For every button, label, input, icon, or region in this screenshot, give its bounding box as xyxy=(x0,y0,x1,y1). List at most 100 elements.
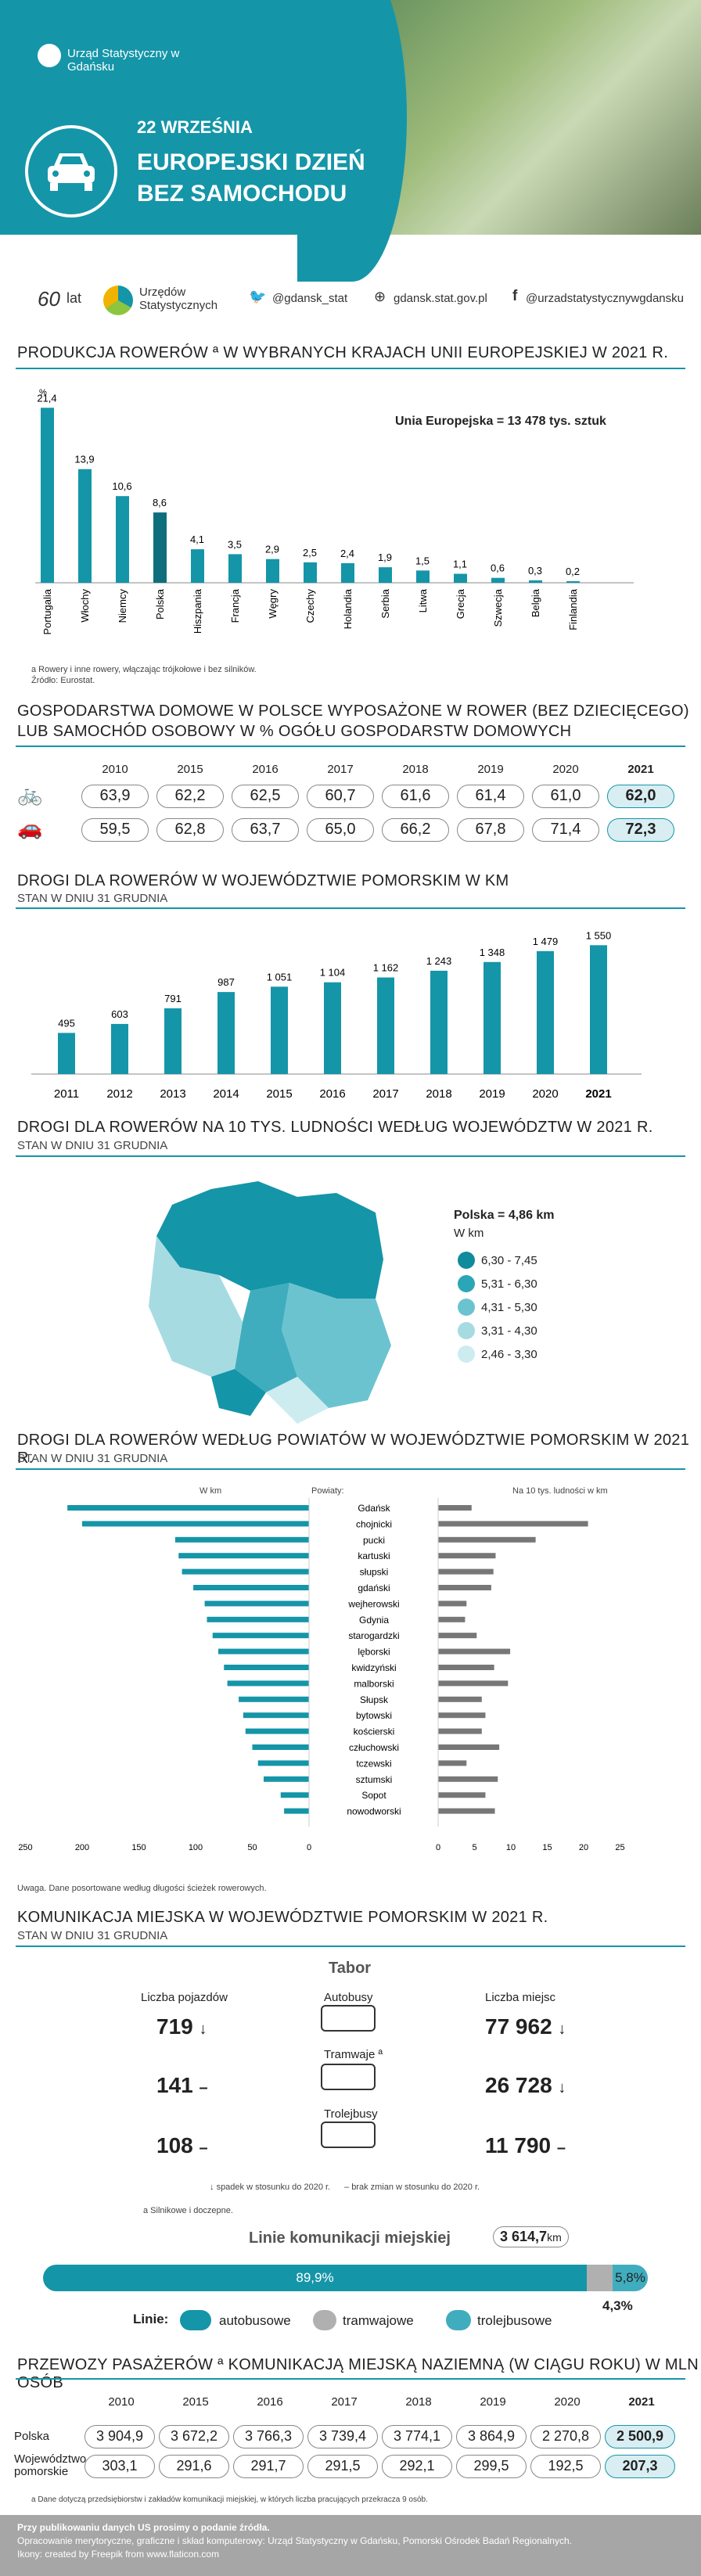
x-tick: 50 xyxy=(247,1843,257,1852)
x-tick: 0 xyxy=(436,1843,440,1852)
tick-label: 2015 xyxy=(266,1087,292,1101)
bar xyxy=(153,512,167,583)
twitter-handle[interactable]: @gdansk_stat xyxy=(272,292,348,305)
data-label: 2,9 xyxy=(265,544,279,555)
data-label: 1,1 xyxy=(453,559,467,570)
tick-label: 2012 xyxy=(106,1087,132,1101)
category-label: kościerski xyxy=(354,1726,395,1737)
data-label: 1 550 xyxy=(586,929,612,941)
category-label: nowodworski xyxy=(347,1806,401,1817)
bar xyxy=(78,469,92,583)
table-cell: 291,5 xyxy=(307,2455,378,2478)
bar-km xyxy=(284,1808,309,1814)
s1-rule xyxy=(16,368,685,369)
table-cell: 3 774,1 xyxy=(382,2425,452,2448)
table-cell: 61,0 xyxy=(532,785,599,808)
facebook-handle[interactable]: @urzadstatystycznywgdansku xyxy=(526,292,684,305)
table-cell: 59,5 xyxy=(81,818,149,842)
legend-swatch xyxy=(458,1345,475,1363)
x-tick: 15 xyxy=(542,1843,552,1852)
table-cell: 3 904,9 xyxy=(84,2425,155,2448)
tick-label: Belgia xyxy=(530,588,541,617)
bar-km xyxy=(174,1536,309,1543)
bar xyxy=(484,961,501,1074)
legend-tram-swatch xyxy=(313,2310,336,2330)
tick-label: Węgry xyxy=(267,589,279,619)
table-cell: 3 864,9 xyxy=(456,2425,527,2448)
tick-label: Serbia xyxy=(379,588,391,618)
x-tick: 150 xyxy=(131,1843,146,1852)
website-link[interactable]: gdansk.stat.gov.pl xyxy=(394,292,487,305)
bar xyxy=(491,577,505,583)
s7-note: a Dane dotyczą przedsiębiorstw i zakładó… xyxy=(31,2495,428,2504)
bar-km xyxy=(252,1744,309,1750)
bar xyxy=(164,1008,182,1074)
bar-km xyxy=(67,1505,310,1511)
bar xyxy=(590,945,607,1074)
bar-km xyxy=(280,1792,309,1798)
bar xyxy=(379,567,392,583)
lines-legend-label: Linie: xyxy=(133,2312,169,2326)
legend-no-change: – brak zmian w stosunku do 2020 r. xyxy=(344,2183,480,2192)
bar-km xyxy=(182,1568,309,1575)
table-cell: 291,6 xyxy=(159,2455,229,2478)
data-label: 13,9 xyxy=(74,454,94,465)
year-header: 2021 xyxy=(627,763,654,776)
bar-km xyxy=(82,1521,309,1527)
table-cell: 3 766,3 xyxy=(233,2425,304,2448)
year-header: 2019 xyxy=(477,763,504,776)
x-tick: 0 xyxy=(307,1843,311,1852)
left-axis-head: W km xyxy=(200,1486,222,1496)
tick-label: Szwecja xyxy=(492,588,504,627)
bus-label: Autobusy xyxy=(324,1991,373,2004)
tick-label: Hiszpania xyxy=(192,588,203,634)
bar-per-10k xyxy=(438,1568,494,1575)
legend-tram-label: tramwajowe xyxy=(343,2313,414,2328)
event-title: EUROPEJSKI DZIEŃ BEZ SAMOCHODU xyxy=(137,149,365,207)
bar xyxy=(377,977,394,1074)
table-cell: 291,7 xyxy=(233,2455,304,2478)
eu-total: Unia Europejska = 13 478 tys. sztuk xyxy=(395,415,606,428)
bar-per-10k xyxy=(438,1505,472,1511)
tick-label: 2016 xyxy=(319,1087,345,1101)
bar-km xyxy=(212,1633,309,1639)
data-label: 1 051 xyxy=(267,971,293,983)
bar-km xyxy=(178,1553,309,1559)
bar xyxy=(271,986,288,1074)
logo-text: Urząd Statystyczny w Gdańsku xyxy=(67,47,180,74)
gus-logo-icon xyxy=(103,286,133,315)
data-label: 0,3 xyxy=(528,565,542,577)
trolley-label: Trolejbusy xyxy=(324,2107,378,2121)
s1-source: Źródło: Eurostat. xyxy=(31,676,95,685)
tick-label: 2019 xyxy=(479,1087,505,1101)
legend-label: 2,46 - 3,30 xyxy=(481,1348,537,1361)
s5-title: DROGI DLA ROWERÓW WEDŁUG POWIATÓW W WOJE… xyxy=(17,1432,690,1467)
s5-note: Uwaga. Dane posortowane według długości … xyxy=(17,1884,267,1893)
bar-per-10k xyxy=(438,1665,494,1670)
legend-swatch xyxy=(458,1299,475,1316)
bar xyxy=(116,496,129,583)
year-header: 2020 xyxy=(554,2395,581,2409)
data-label: 1 104 xyxy=(320,967,346,979)
bar xyxy=(566,580,580,583)
s6-title: KOMUNIKACJA MIEJSKA W WOJEWÓDZTWIE POMOR… xyxy=(17,1909,548,1926)
tick-label: Grecja xyxy=(455,588,466,619)
table-cell: 62,2 xyxy=(156,785,224,808)
year-header: 2015 xyxy=(182,2395,209,2409)
bar-per-10k xyxy=(438,1792,486,1798)
category-label: słupski xyxy=(360,1567,389,1578)
tram-vehicles: 141 – xyxy=(156,2073,208,2097)
bar xyxy=(416,570,430,583)
x-tick: 100 xyxy=(189,1843,203,1852)
category-label: bytowski xyxy=(356,1710,392,1721)
passengers-table: 2010 2015 2016 2017 2018 2019 2020 2021 3 904,9 3… xyxy=(0,2386,701,2495)
poland-map xyxy=(149,1181,391,1424)
sixty-years-mark: lat xyxy=(67,290,82,306)
x-tick: 250 xyxy=(18,1843,32,1852)
bar-per-10k xyxy=(438,1712,486,1719)
header-curve xyxy=(297,0,407,282)
bar-km xyxy=(239,1696,309,1702)
table-cell: 63,7 xyxy=(232,818,299,842)
table-cell: 207,3 xyxy=(605,2455,675,2478)
tram-seats: 26 728 ↓ xyxy=(485,2073,566,2097)
